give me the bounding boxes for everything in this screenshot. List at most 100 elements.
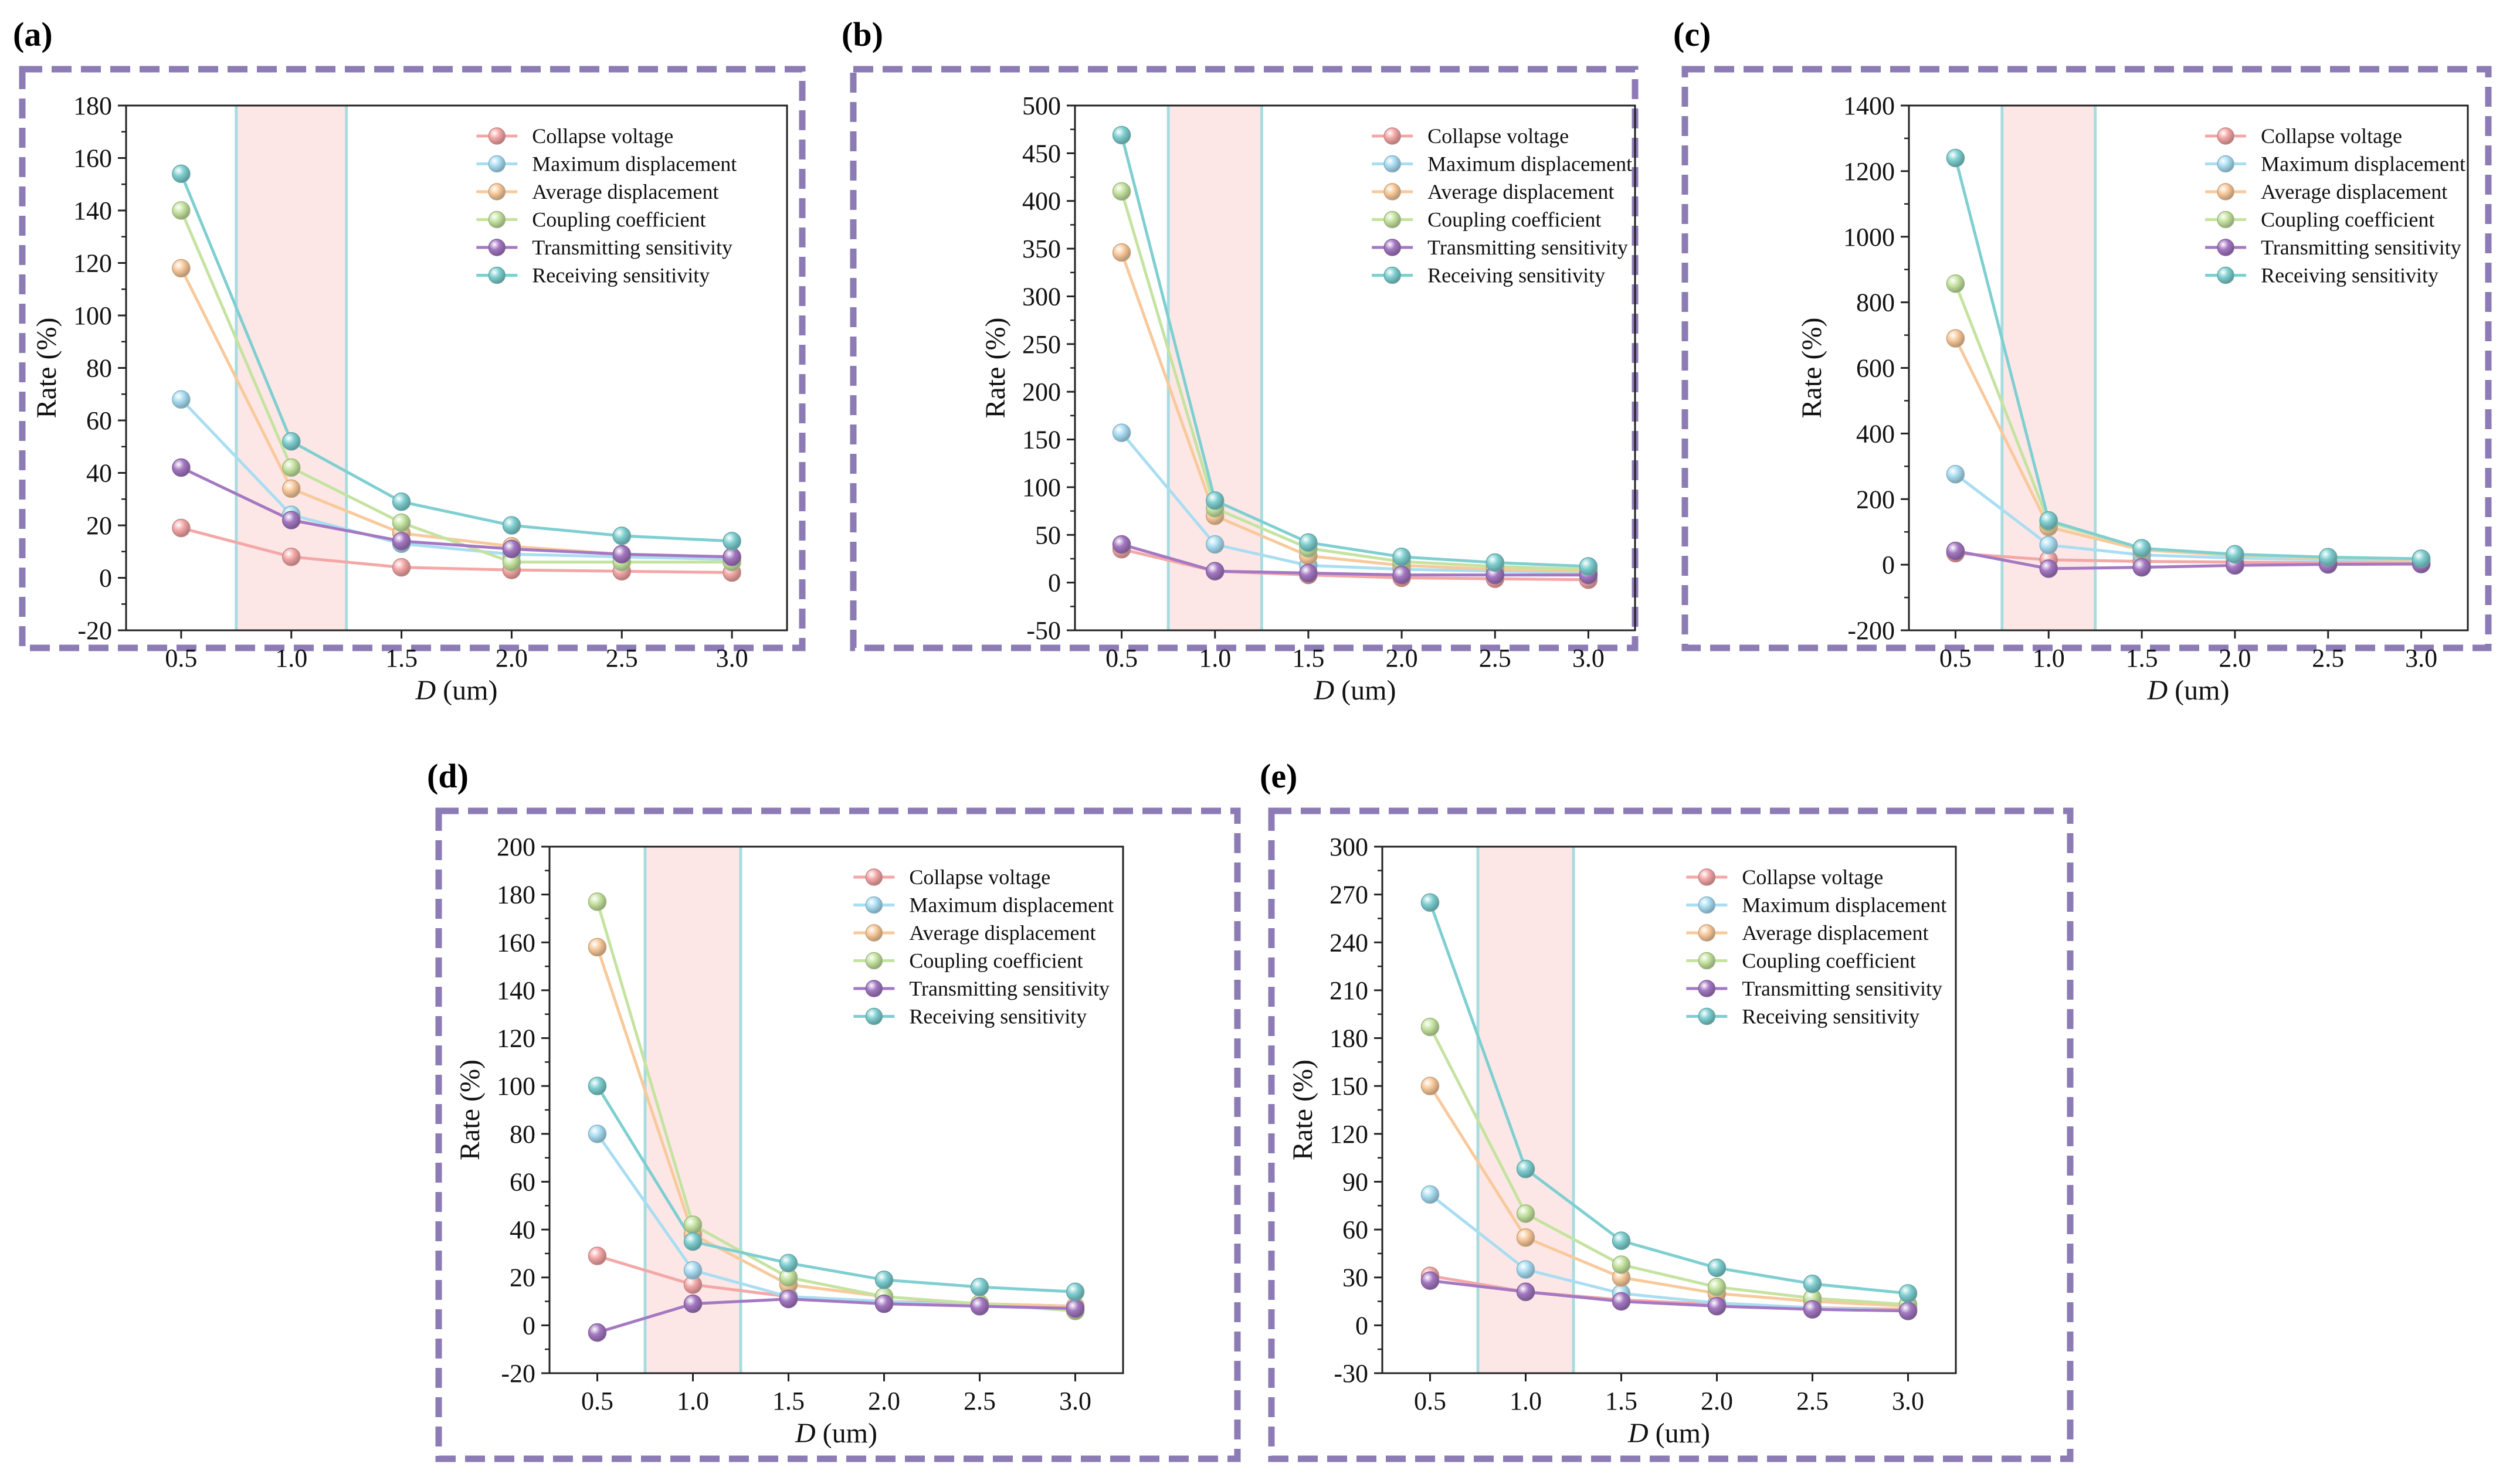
legend-label: Maximum displacement <box>1427 152 1632 176</box>
legend-marker <box>1698 924 1716 942</box>
panel-a: (a) -20 0 20 40 60 80 100 120 140 160 180 0.5 1.0 1.5 2… <box>13 15 806 706</box>
x-tick-label: 3.0 <box>1059 1387 1091 1415</box>
data-point-transmitting-sensitivity <box>588 1323 607 1342</box>
data-point-transmitting-sensitivity <box>1299 563 1318 583</box>
data-point-average-displacement <box>172 259 191 278</box>
x-tick-label: 1.0 <box>2033 644 2065 673</box>
data-point-transmitting-sensitivity <box>2039 559 2058 578</box>
y-tick-label: -30 <box>1334 1359 1368 1388</box>
panel-label: (d) <box>427 757 469 795</box>
data-point-transmitting-sensitivity <box>1898 1302 1918 1320</box>
y-tick-label: 90 <box>1342 1167 1368 1196</box>
x-axis-title-unit: (um) <box>1341 675 1396 706</box>
series-line-transmitting-sensitivity <box>1430 1279 1908 1313</box>
legend-label: Receiving sensitivity <box>909 1005 1087 1028</box>
y-tick-label: 0 <box>1355 1311 1368 1340</box>
y-tick-label: 160 <box>73 144 112 173</box>
x-axis-title-variable: D <box>415 675 436 706</box>
data-point-maximum-displacement <box>588 1125 607 1143</box>
y-tick-label: 100 <box>1022 473 1061 502</box>
data-point-receiving-sensitivity <box>723 532 741 551</box>
series-line-coupling-coefficient <box>596 901 1076 1313</box>
series-line-receiving-sensitivity <box>596 1085 1076 1293</box>
y-tick-label: 20 <box>86 511 112 540</box>
y-tick-label: 270 <box>1329 881 1368 909</box>
x-tick-label: 1.5 <box>1292 644 1324 673</box>
legend-label: Collapse voltage <box>1427 124 1569 148</box>
data-point-coupling-coefficient <box>392 513 411 532</box>
x-tick-label: 1.0 <box>1199 644 1231 673</box>
x-tick-label: 2.5 <box>606 644 638 673</box>
x-tick-label: 2.5 <box>1796 1387 1829 1415</box>
legend-label: Average displacement <box>909 921 1096 945</box>
legend-label: Receiving sensitivity <box>2261 264 2438 287</box>
y-tick-label: -20 <box>501 1359 535 1388</box>
data-point-maximum-displacement <box>1420 1185 1440 1204</box>
data-point-receiving-sensitivity <box>1420 893 1440 912</box>
y-tick-label: 160 <box>497 928 535 957</box>
data-point-maximum-displacement <box>1516 1260 1535 1279</box>
legend-label: Collapse voltage <box>2261 124 2402 148</box>
legend-label: Maximum displacement <box>1742 894 1946 917</box>
y-tick-label: 350 <box>1022 235 1061 263</box>
x-axis-title: D (um) <box>2147 675 2230 706</box>
data-point-coupling-coefficient <box>172 201 191 220</box>
x-tick-label: 1.5 <box>385 644 418 673</box>
data-point-transmitting-sensitivity <box>502 539 521 559</box>
legend-marker <box>865 896 883 914</box>
data-point-receiving-sensitivity <box>2226 545 2244 563</box>
x-axis-title-variable: D <box>2147 675 2168 706</box>
legend-label: Average displacement <box>2261 180 2447 203</box>
panel-frame <box>1681 66 2492 651</box>
y-tick-label: 150 <box>1329 1072 1368 1101</box>
x-axis-title-space <box>1649 1418 1656 1449</box>
data-point-receiving-sensitivity <box>2319 548 2338 567</box>
legend-marker <box>1383 266 1401 284</box>
y-tick-label: 120 <box>497 1024 535 1053</box>
legend-marker <box>2217 183 2234 201</box>
y-axis-title: Rate (%) <box>1796 318 1827 419</box>
y-tick-label: 140 <box>73 196 112 225</box>
y-tick-label: 60 <box>510 1167 535 1196</box>
y-axis-title: Rate (%) <box>980 318 1011 419</box>
legend-marker <box>1383 155 1401 173</box>
panel-frame <box>1268 807 2074 1462</box>
series-line-maximum-displacement <box>180 398 732 561</box>
data-point-transmitting-sensitivity <box>392 532 411 551</box>
data-point-average-displacement <box>1420 1077 1440 1095</box>
x-axis-title-unit: (um) <box>2175 675 2229 706</box>
data-point-receiving-sensitivity <box>970 1278 989 1296</box>
legend-label: Transmitting sensitivity <box>909 977 1110 1000</box>
data-point-maximum-displacement <box>2039 535 2058 555</box>
y-tick-label: 80 <box>86 354 112 383</box>
data-point-transmitting-sensitivity <box>779 1289 798 1309</box>
x-tick-label: 2.0 <box>868 1387 900 1415</box>
x-tick-label: 0.5 <box>165 644 197 673</box>
y-tick-label: 300 <box>1022 282 1061 311</box>
data-point-receiving-sensitivity <box>1299 533 1318 552</box>
data-point-maximum-displacement <box>1946 464 1965 484</box>
y-tick-label: 100 <box>497 1072 535 1101</box>
data-point-receiving-sensitivity <box>612 527 631 545</box>
series-line-maximum-displacement <box>1120 432 1589 575</box>
y-tick-label: 150 <box>1022 426 1061 454</box>
y-tick-label: 60 <box>86 406 112 435</box>
data-point-maximum-displacement <box>172 390 191 409</box>
y-tick-label: 210 <box>1329 976 1368 1005</box>
series-line-collapse-voltage <box>1955 552 2421 565</box>
legend-marker <box>1698 896 1716 914</box>
x-axis-title-unit: (um) <box>823 1418 877 1449</box>
legend-marker <box>2217 155 2234 173</box>
y-tick-label: 80 <box>510 1120 535 1149</box>
legend-label: Coupling coefficient <box>909 949 1083 973</box>
y-tick-label: 500 <box>1022 91 1061 120</box>
data-point-receiving-sensitivity <box>2412 549 2431 568</box>
x-tick-label: 3.0 <box>1572 644 1605 673</box>
x-axis-title-variable: D <box>1627 1418 1649 1449</box>
data-point-transmitting-sensitivity <box>1707 1296 1727 1316</box>
y-tick-label: 180 <box>497 881 535 909</box>
y-tick-label: 450 <box>1022 139 1061 168</box>
legend-marker <box>488 239 506 256</box>
legend-label: Coupling coefficient <box>2261 208 2434 232</box>
data-point-receiving-sensitivity <box>1898 1284 1918 1303</box>
